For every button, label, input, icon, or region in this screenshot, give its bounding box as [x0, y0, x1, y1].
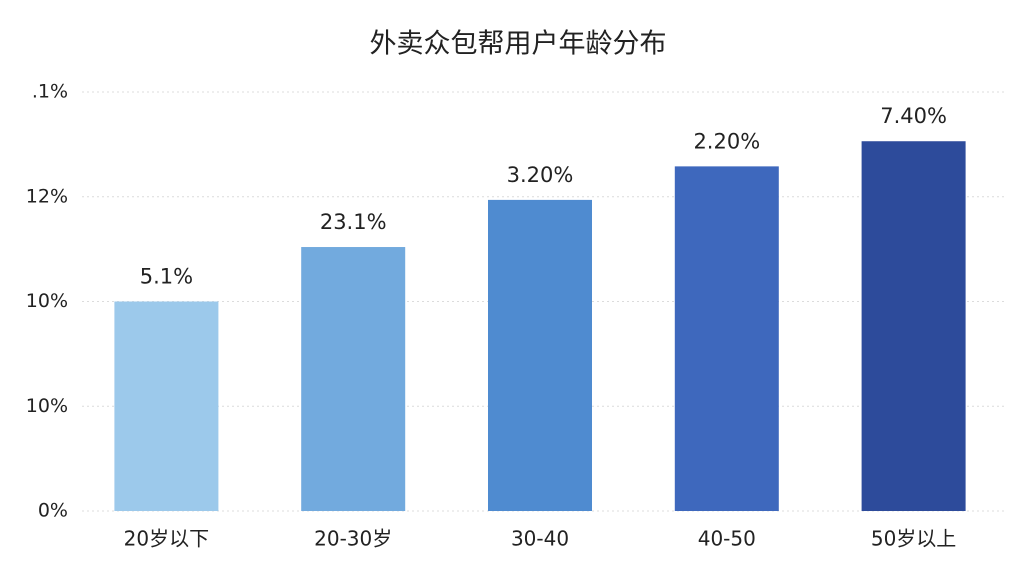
- data-label: 5.1%: [140, 265, 193, 289]
- data-label: 7.40%: [880, 104, 947, 128]
- bar: [674, 166, 779, 511]
- x-tick-label: 40-50: [698, 527, 756, 551]
- bar: [488, 199, 592, 511]
- x-tick-label: 20-30岁: [314, 527, 392, 551]
- y-tick-label: 0%: [38, 500, 68, 522]
- data-label: 3.20%: [507, 163, 574, 187]
- bar: [861, 141, 966, 512]
- bar: [114, 301, 219, 511]
- y-tick-label: 10%: [26, 290, 68, 312]
- data-label: 23.1%: [320, 210, 387, 234]
- bar: [301, 247, 406, 511]
- x-tick-label: 50岁以上: [871, 527, 956, 551]
- x-tick-label: 20岁以下: [124, 527, 209, 551]
- data-label: 2.20%: [693, 129, 760, 153]
- y-tick-label: .1%: [32, 81, 68, 103]
- x-tick-label: 30-40: [511, 527, 569, 551]
- y-tick-label: 10%: [26, 395, 68, 417]
- y-tick-label: 12%: [26, 185, 68, 207]
- chart-title: 外卖众包帮用户年龄分布: [370, 29, 667, 60]
